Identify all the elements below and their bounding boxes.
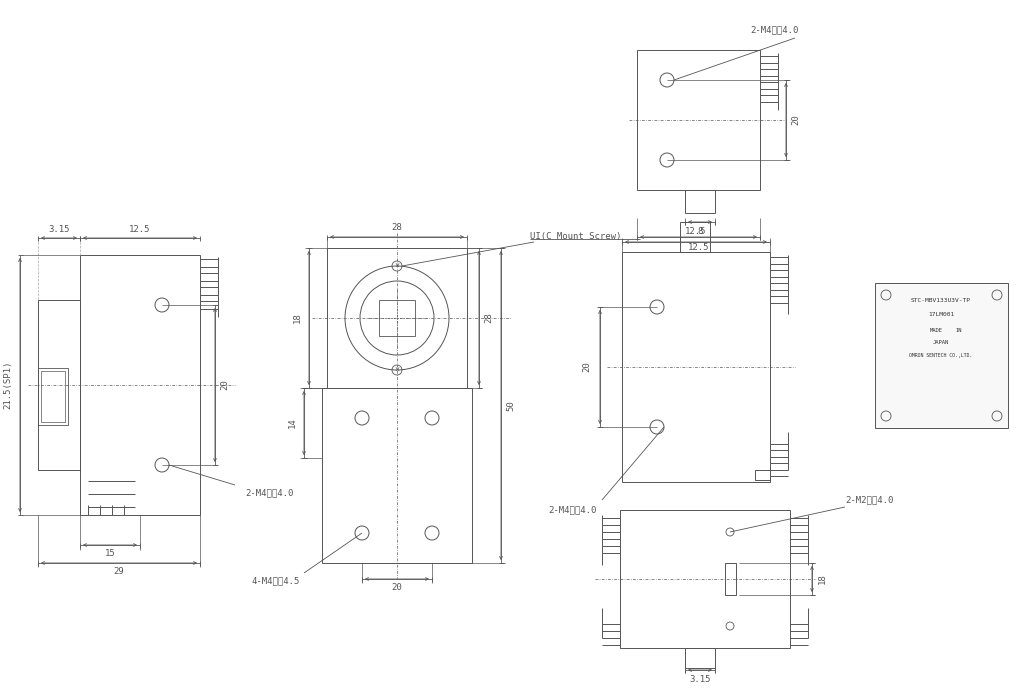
Bar xyxy=(755,470,770,480)
Text: 2-M4深サ4.0: 2-M4深サ4.0 xyxy=(549,505,597,514)
Bar xyxy=(41,371,65,422)
Text: 20: 20 xyxy=(220,379,230,391)
Text: 18: 18 xyxy=(293,313,302,323)
Text: 2-M2深サ4.0: 2-M2深サ4.0 xyxy=(845,496,893,505)
Text: JAPAN: JAPAN xyxy=(933,340,949,344)
Text: UI(C Mount Screw): UI(C Mount Screw) xyxy=(530,232,621,241)
Text: 28: 28 xyxy=(391,223,403,232)
Bar xyxy=(80,255,200,515)
Bar xyxy=(637,50,760,190)
Text: 18: 18 xyxy=(818,573,826,584)
Text: 15: 15 xyxy=(105,550,115,559)
Bar xyxy=(685,648,715,668)
Text: 50: 50 xyxy=(507,400,515,411)
Bar xyxy=(622,252,770,482)
Bar xyxy=(724,563,735,595)
Text: 12.5: 12.5 xyxy=(129,225,150,234)
Text: 28: 28 xyxy=(484,313,493,323)
Text: 21.5(SP1): 21.5(SP1) xyxy=(3,360,12,409)
Text: OMRON SENTECH CO.,LTD.: OMRON SENTECH CO.,LTD. xyxy=(909,353,972,358)
Text: 3.15: 3.15 xyxy=(689,676,711,685)
Text: 3.15: 3.15 xyxy=(48,225,70,234)
Text: 4-M4深サ4.5: 4-M4深サ4.5 xyxy=(251,577,300,585)
Text: 20: 20 xyxy=(583,362,591,372)
Bar xyxy=(38,368,68,425)
Text: 20: 20 xyxy=(391,584,403,592)
Text: 20: 20 xyxy=(791,115,800,125)
Text: 14: 14 xyxy=(287,418,297,428)
Bar xyxy=(620,510,790,648)
Bar xyxy=(685,190,715,213)
Text: ×: × xyxy=(394,365,400,375)
Bar xyxy=(876,283,1008,428)
Text: STC-MBV133U3V-TP: STC-MBV133U3V-TP xyxy=(911,298,971,302)
Bar xyxy=(38,300,80,470)
Text: MADE: MADE xyxy=(929,328,942,332)
Text: 29: 29 xyxy=(113,568,125,577)
Bar xyxy=(680,222,710,252)
Text: 12.5: 12.5 xyxy=(688,242,710,251)
Bar xyxy=(327,248,467,388)
Text: 2-M4深サ4.0: 2-M4深サ4.0 xyxy=(245,489,294,498)
Text: ×: × xyxy=(394,262,400,270)
Text: IN: IN xyxy=(956,328,962,332)
Text: 2-M4深サ4.0: 2-M4深サ4.0 xyxy=(750,25,798,34)
Bar xyxy=(322,388,472,563)
Bar xyxy=(379,300,415,336)
Text: 12.5: 12.5 xyxy=(685,228,707,237)
Text: 17LM001: 17LM001 xyxy=(928,312,954,318)
Text: 8: 8 xyxy=(697,227,702,235)
